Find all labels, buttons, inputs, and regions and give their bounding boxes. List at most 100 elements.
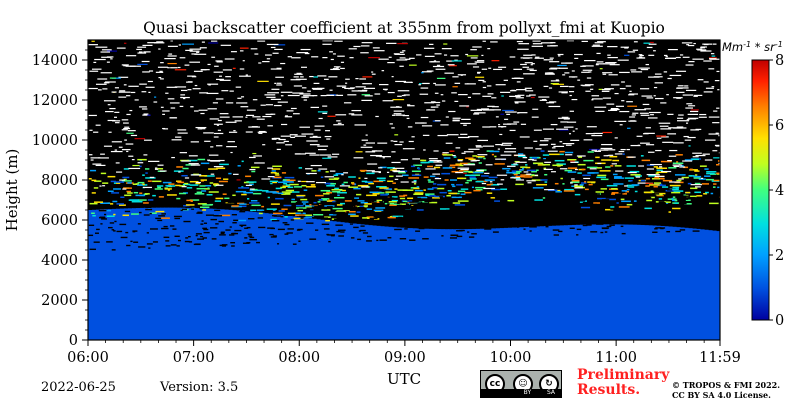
signal-gap [529,230,532,232]
signal-gap [418,227,425,230]
signal-gap [329,198,334,200]
aerosol-streak [571,180,580,182]
noise-speckle [382,157,385,159]
noise-speckle [292,92,304,94]
noise-speckle [498,66,507,68]
boundary-layer-cell [308,218,313,340]
signal-gap [334,218,338,221]
signal-gap [446,202,452,204]
signal-gap [289,210,296,212]
signal-gap [409,239,416,241]
noise-speckle [602,72,613,74]
boundary-layer-cell [416,228,421,340]
aerosol-streak [442,167,453,169]
noise-speckle [190,174,202,176]
noise-speckle [317,145,329,147]
aerosol-streak [526,169,536,172]
boundary-layer-cell [472,228,477,340]
boundary-layer-cell [688,228,693,340]
signal-gap [660,227,664,230]
boundary-layer-cell [92,209,97,340]
noise-speckle [253,155,262,157]
noise-speckle [481,54,484,57]
signal-gap [309,208,315,210]
aerosol-streak [303,189,308,191]
aerosol-streak [321,198,330,200]
noise-speckle [685,107,693,109]
signal-gap [550,218,557,220]
signal-gap [628,207,636,210]
signal-gap [369,217,378,220]
signal-gap [484,213,491,216]
noise-speckle [267,176,275,178]
boundary-layer-cell [444,229,449,340]
noise-speckle [219,113,229,115]
noise-speckle [407,126,413,128]
noise-speckle [109,107,116,110]
aerosol-streak [115,181,125,183]
signal-gap [219,244,224,247]
noise-speckle [550,80,560,82]
aerosol-streak [605,166,611,168]
cc-license-badge[interactable]: cc ☺ ↻ BY SA [480,370,562,398]
aerosol-streak [706,172,715,175]
noise-speckle [541,42,553,44]
noise-speckle [393,170,405,173]
noise-speckle [525,90,534,92]
signal-gap [367,222,372,224]
noise-speckle [301,180,309,183]
aerosol-streak [410,165,416,168]
boundary-layer-cell [608,224,613,340]
aerosol-streak [523,176,533,178]
noise-speckle [697,79,704,81]
noise-speckle [403,81,413,83]
aerosol-streak [202,209,207,211]
aerosol-streak [392,215,404,218]
boundary-layer-cell [376,225,381,340]
noise-speckle [549,68,558,70]
noise-speckle [252,116,261,118]
signal-gap [146,232,149,234]
signal-gap [677,197,684,199]
aerosol-streak [168,183,175,185]
aerosol-streak [127,192,133,194]
aerosol-streak [388,201,397,203]
aerosol-streak [245,175,252,178]
boundary-layer-cell [144,207,149,340]
aerosol-streak [618,206,630,208]
signal-gap [464,214,469,216]
noise-speckle [654,175,665,178]
noise-speckle [434,84,446,86]
noise-speckle [318,168,328,170]
noise-speckle [548,72,553,74]
signal-gap [330,235,335,237]
noise-speckle [169,117,178,119]
noise-speckle [293,85,303,87]
aerosol-streak [145,172,148,174]
aerosol-streak [399,197,406,200]
signal-gap [584,202,590,204]
signal-gap [202,237,207,239]
noise-speckle [614,120,627,122]
noise-speckle [115,122,120,124]
aerosol-streak [475,180,484,183]
signal-gap [113,230,116,232]
signal-gap [94,232,99,234]
aerosol-streak [597,174,607,177]
noise-speckle [370,154,382,157]
noise-speckle [478,79,485,81]
noise-speckle [365,142,376,144]
aerosol-streak [385,193,390,195]
noise-speckle [534,174,539,176]
noise-speckle [526,173,532,175]
noise-speckle [532,159,537,161]
noise-speckle [500,126,504,128]
signal-gap [688,197,696,199]
aerosol-streak [437,183,447,186]
noise-speckle [450,55,459,57]
noise-speckle [562,143,575,145]
noise-speckle [659,166,663,168]
noise-speckle [614,92,619,95]
noise-speckle [550,42,556,44]
